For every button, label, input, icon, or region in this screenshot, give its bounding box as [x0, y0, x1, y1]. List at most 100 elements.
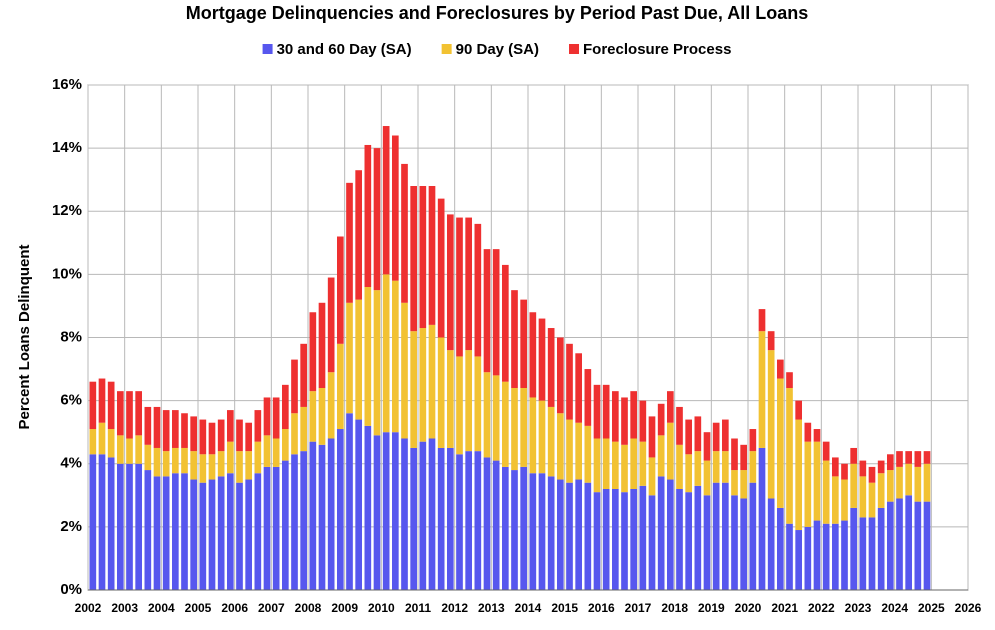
bar-segment	[483, 249, 491, 373]
bar-segment	[318, 444, 326, 590]
bar-segment	[575, 422, 582, 480]
bar-segment	[172, 473, 179, 590]
y-tick-label: 8%	[60, 328, 82, 345]
bar-segment	[382, 432, 390, 590]
x-tick-label: 2021	[771, 601, 798, 615]
bar-segment	[364, 425, 372, 590]
bar-segment	[914, 501, 922, 590]
bar-segment	[850, 447, 857, 464]
bar-segment	[144, 470, 152, 590]
bar-segment	[602, 489, 610, 590]
bar-segment	[208, 479, 216, 590]
bar-segment	[245, 451, 252, 480]
x-tick-label: 2024	[881, 601, 908, 615]
bar-segment	[749, 429, 757, 452]
bar-segment	[382, 274, 390, 433]
bar-segment	[126, 438, 133, 464]
bar-segment	[813, 520, 821, 590]
bar-segment	[887, 470, 894, 502]
bar-segment	[172, 447, 179, 474]
bar-segment	[217, 476, 225, 590]
bar-segment	[731, 438, 738, 471]
bar-segment	[447, 350, 454, 448]
bar-segment	[465, 217, 472, 351]
bar-segment	[428, 186, 436, 325]
bar-segment	[126, 463, 133, 590]
bar-segment	[465, 451, 472, 590]
bar-segment	[685, 492, 692, 590]
bar-segment	[162, 451, 170, 477]
bar-segment	[162, 410, 170, 452]
bar-segment	[767, 350, 775, 499]
bar-segment	[648, 457, 656, 496]
bar-segment	[694, 485, 702, 590]
bar-segment	[758, 331, 766, 448]
bar-segment	[593, 384, 601, 439]
bar-segment	[318, 302, 326, 388]
bar-segment	[575, 353, 582, 423]
bar-segment	[877, 507, 885, 590]
bar-segment	[887, 501, 894, 590]
bar-segment	[676, 489, 683, 590]
bar-segment	[676, 406, 683, 445]
x-tick-label: 2016	[588, 601, 615, 615]
bar-segment	[456, 454, 463, 590]
bar-segment	[318, 388, 326, 445]
bar-segment	[437, 447, 445, 590]
bar-segment	[740, 470, 747, 499]
bar-segment	[89, 381, 97, 430]
bar-segment	[511, 290, 518, 388]
bar-segment	[502, 264, 509, 382]
bar-segment	[447, 447, 454, 590]
bar-segment	[227, 410, 234, 442]
bar-segment	[327, 438, 335, 590]
bar-segment	[877, 473, 885, 508]
bar-segment	[208, 422, 216, 455]
bar-segment	[410, 447, 417, 590]
bar-segment	[272, 466, 280, 590]
bar-segment	[896, 466, 903, 499]
bar-segment	[786, 523, 793, 590]
y-tick-label: 12%	[52, 202, 82, 219]
bar-segment	[657, 435, 665, 477]
bar-segment	[868, 482, 876, 518]
bar-segment	[777, 378, 784, 508]
y-tick-label: 6%	[60, 392, 82, 409]
bar-segment	[547, 476, 555, 590]
bar-segment	[777, 359, 784, 379]
bar-segment	[373, 290, 381, 436]
bar-segment	[593, 438, 601, 493]
bar-segment	[135, 435, 142, 464]
bar-segment	[337, 429, 344, 590]
bar-segment	[602, 438, 610, 489]
x-tick-label: 2020	[735, 601, 762, 615]
bar-segment	[712, 422, 720, 452]
bar-segment	[126, 391, 133, 439]
x-tick-label: 2002	[75, 601, 102, 615]
bar-segment	[905, 451, 912, 464]
bar-segment	[712, 482, 720, 590]
bar-segment	[107, 429, 115, 458]
x-tick-label: 2007	[258, 601, 285, 615]
bar-segment	[612, 441, 619, 489]
bar-segment	[767, 331, 775, 351]
bar-segment	[877, 460, 885, 474]
bar-segment	[859, 517, 867, 590]
bar-segment	[282, 429, 289, 461]
bar-segment	[327, 372, 335, 439]
bar-segment	[117, 435, 124, 464]
bar-segment	[217, 419, 225, 452]
bar-segment	[346, 413, 353, 590]
x-tick-label: 2025	[918, 601, 945, 615]
bar-segment	[667, 422, 674, 480]
bar-segment	[392, 135, 399, 281]
legend-label: 30 and 60 Day (SA)	[277, 41, 412, 58]
bar-segment	[474, 356, 482, 452]
y-tick-label: 2%	[60, 518, 82, 535]
bar-segment	[896, 498, 903, 590]
bar-segment	[749, 482, 757, 590]
x-tick-label: 2005	[185, 601, 212, 615]
bar-segment	[447, 214, 454, 351]
bar-segment	[263, 466, 271, 590]
bar-segment	[410, 186, 417, 332]
